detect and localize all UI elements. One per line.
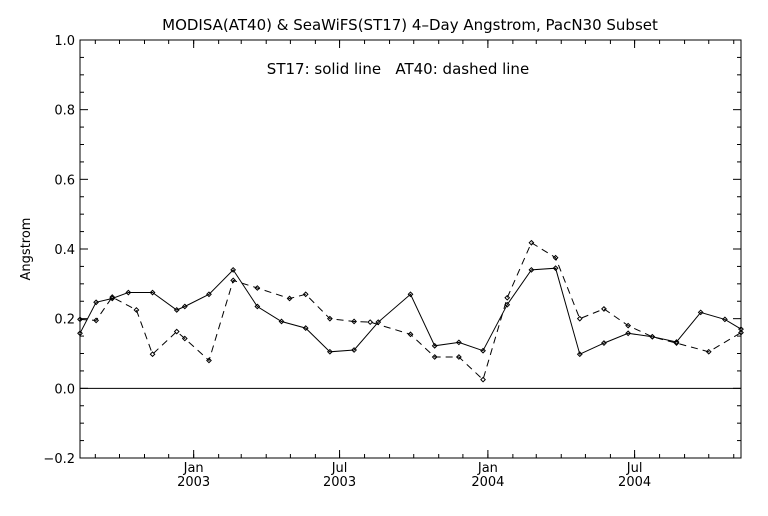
y-tick-label: 0.2 [54, 313, 75, 328]
data-point-st17 [206, 291, 212, 298]
data-point-st17 [149, 289, 156, 296]
data-point-st17 [721, 316, 728, 323]
data-point-st17 [738, 326, 744, 333]
data-point-st17 [181, 303, 188, 310]
data-point-at40 [649, 333, 656, 340]
plot-frame [79, 39, 742, 459]
data-point-st17 [302, 325, 309, 331]
x-tick-month-label: Jul [331, 461, 348, 476]
data-point-at40 [326, 315, 333, 322]
data-point-at40 [133, 307, 140, 313]
data-point-st17 [601, 340, 607, 346]
data-point-at40 [302, 291, 309, 298]
data-point-at40 [286, 295, 293, 302]
data-point-st17 [480, 347, 486, 354]
data-point-st17 [455, 339, 462, 346]
data-point-at40 [738, 329, 744, 336]
data-point-st17 [351, 347, 357, 353]
data-point-at40 [77, 316, 83, 323]
data-point-at40 [480, 376, 486, 383]
x-tick-month-label: Jul [626, 461, 643, 476]
data-point-st17 [326, 348, 333, 355]
data-point-at40 [351, 318, 357, 325]
data-point-st17 [576, 351, 583, 358]
series-line-st17 [79, 267, 742, 355]
data-point-at40 [181, 335, 188, 342]
y-axis-label: Angstrom [19, 218, 34, 281]
data-point-at40 [504, 294, 511, 301]
data-point-st17 [125, 289, 132, 296]
data-point-at40 [528, 239, 535, 246]
data-point-at40 [93, 317, 100, 324]
data-point-st17 [697, 309, 704, 316]
data-point-at40 [149, 351, 156, 358]
data-point-st17 [173, 307, 180, 313]
data-point-at40 [407, 331, 414, 338]
data-point-st17 [254, 303, 261, 310]
x-tick-month-label: Jan [183, 461, 204, 476]
y-tick-label: 0.4 [54, 243, 75, 258]
x-tick-year-label: 2003 [323, 475, 356, 490]
y-tick-label: 0.0 [54, 382, 75, 397]
data-point-at40 [705, 348, 712, 355]
y-tick-label: 0.8 [54, 104, 75, 119]
data-point-st17 [278, 318, 285, 325]
x-tick-year-label: 2004 [471, 475, 504, 490]
y-tick-label: −0.2 [43, 452, 75, 467]
y-tick-label: 0.6 [54, 173, 75, 188]
data-point-at40 [673, 340, 680, 346]
x-tick-year-label: 2003 [177, 475, 210, 490]
x-tick-month-label: Jan [477, 461, 498, 476]
series-layer [77, 239, 744, 383]
data-point-st17 [552, 265, 559, 272]
data-point-st17 [673, 339, 680, 345]
legend-annotation: ST17: solid line AT40: dashed line [267, 60, 529, 78]
data-point-st17 [625, 330, 632, 337]
data-point-at40 [576, 315, 583, 322]
data-point-st17 [77, 330, 83, 337]
y-tick-label: 1.0 [54, 34, 75, 49]
data-point-at40 [455, 354, 462, 360]
data-point-st17 [230, 266, 237, 273]
data-point-at40 [254, 285, 261, 291]
series-line-at40 [79, 241, 742, 381]
chart-title: MODISA(AT40) & SeaWiFS(ST17) 4–Day Angst… [162, 16, 658, 34]
x-tick-year-label: 2004 [618, 475, 651, 490]
data-point-at40 [625, 322, 632, 329]
data-point-st17 [431, 342, 438, 349]
data-point-st17 [407, 291, 414, 298]
data-point-at40 [552, 254, 559, 261]
data-point-at40 [601, 306, 607, 312]
data-point-st17 [93, 299, 100, 306]
data-point-at40 [367, 319, 374, 326]
data-point-at40 [109, 294, 116, 300]
data-point-at40 [173, 328, 180, 335]
data-point-at40 [431, 354, 438, 360]
axes-layer: −0.20.00.20.40.60.81.0Jan2003Jul2003Jan2… [43, 34, 741, 490]
data-point-at40 [230, 277, 237, 284]
data-point-st17 [528, 266, 535, 273]
data-point-at40 [206, 357, 212, 364]
